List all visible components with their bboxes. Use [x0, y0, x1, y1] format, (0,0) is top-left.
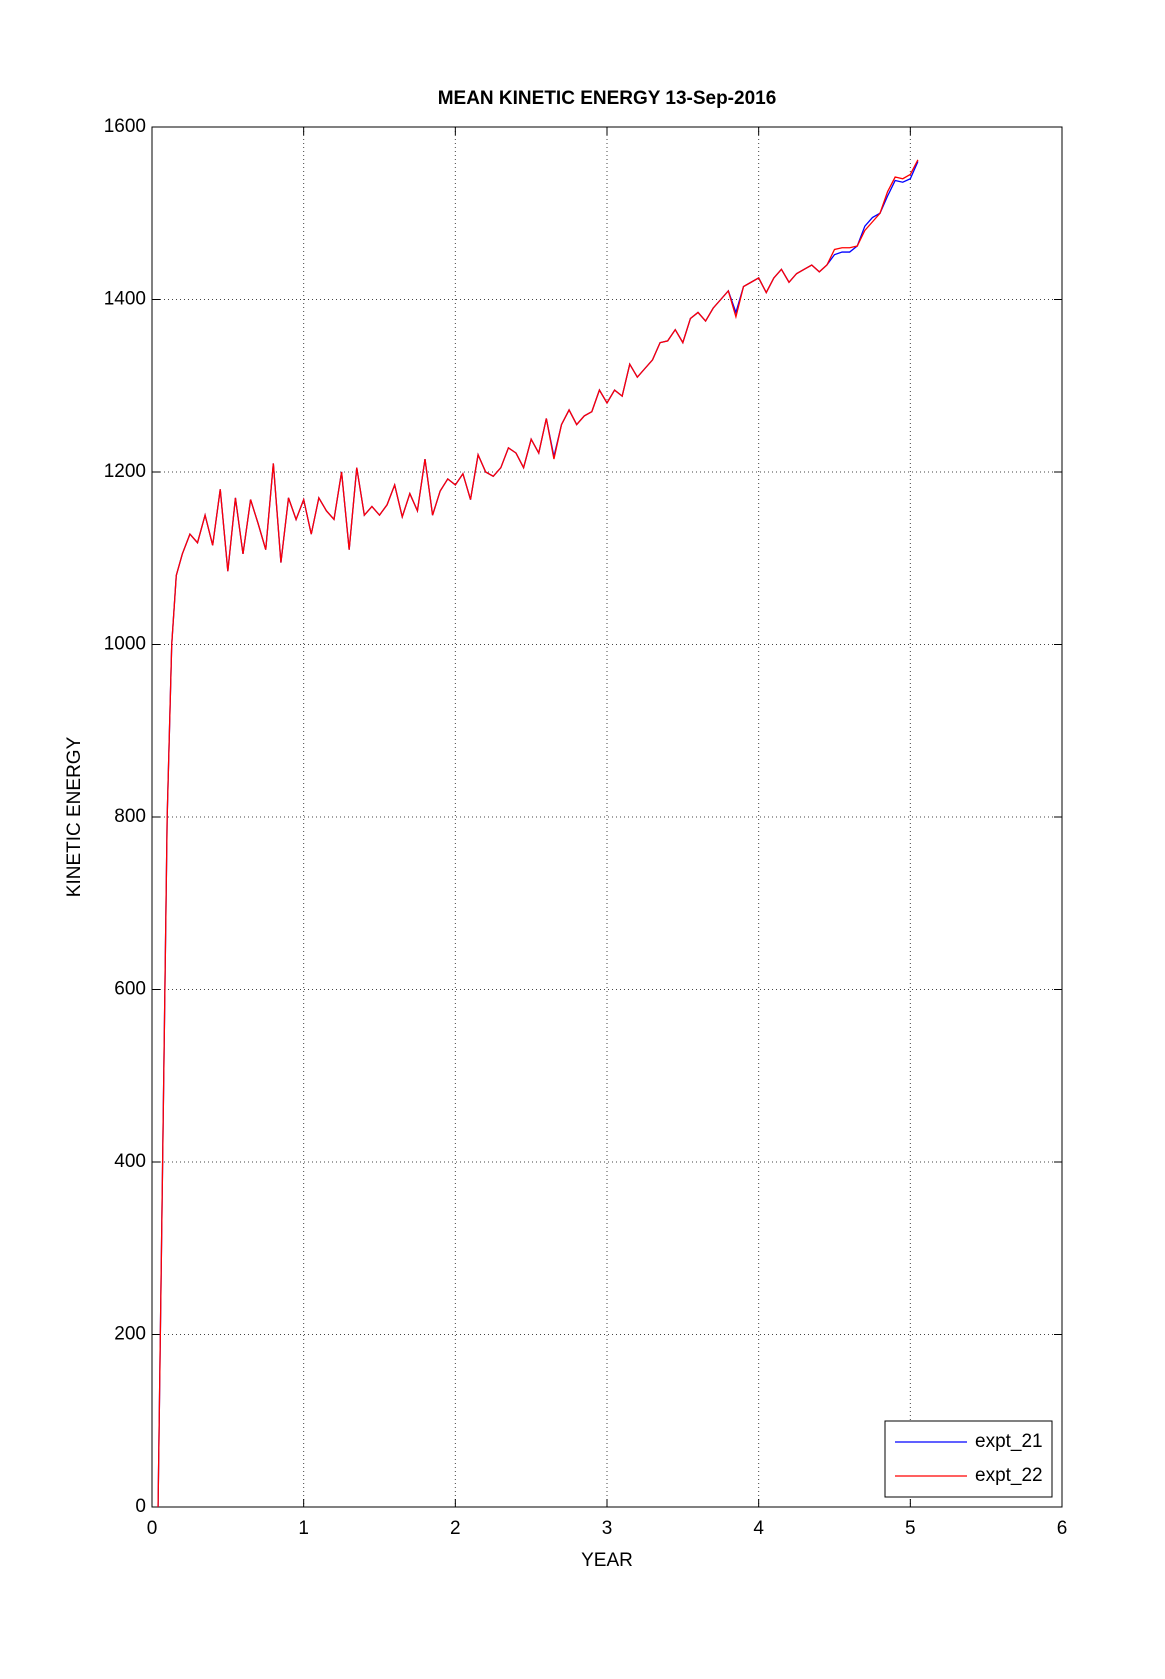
x-tick-label: 2: [450, 1518, 461, 1539]
y-tick-label: 1000: [104, 634, 146, 655]
x-axis-label: YEAR: [581, 1550, 633, 1571]
legend-label: expt_21: [975, 1431, 1043, 1452]
y-axis-label: KINETIC ENERGY: [64, 736, 85, 897]
y-tick-label: 1200: [104, 461, 146, 482]
x-tick-label: 1: [298, 1518, 309, 1539]
x-tick-label: 0: [147, 1518, 158, 1539]
y-tick-label: 800: [114, 806, 146, 827]
chart-title: MEAN KINETIC ENERGY 13-Sep-2016: [438, 88, 777, 109]
legend-box: [884, 1420, 1053, 1498]
y-tick-label: 600: [114, 979, 146, 1000]
y-tick-label: 200: [114, 1324, 146, 1345]
x-tick-label: 5: [905, 1518, 916, 1539]
x-tick-label: 4: [753, 1518, 764, 1539]
x-tick-label: 6: [1057, 1518, 1068, 1539]
plot-frame: [151, 126, 1063, 1508]
y-tick-label: 400: [114, 1151, 146, 1172]
x-tick-label: 3: [602, 1518, 613, 1539]
y-tick-label: 0: [135, 1496, 146, 1517]
legend-label: expt_22: [975, 1465, 1043, 1486]
y-tick-label: 1600: [104, 116, 146, 137]
y-tick-label: 1400: [104, 289, 146, 310]
data-line: [157, 159, 919, 1508]
